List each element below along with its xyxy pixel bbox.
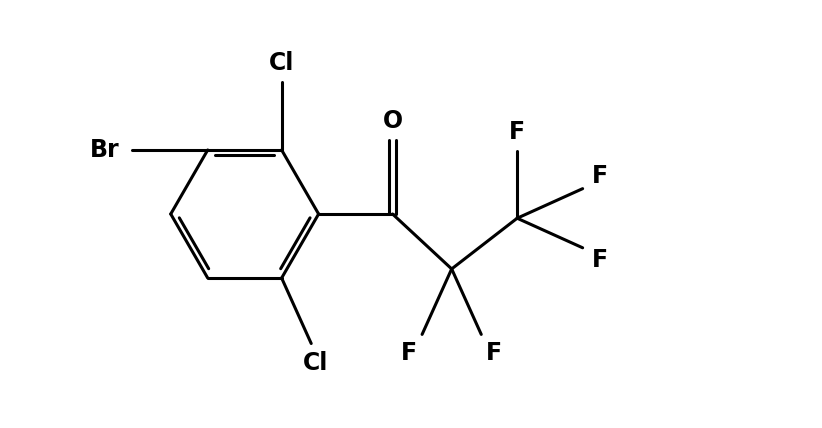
Text: Br: Br xyxy=(90,138,119,162)
Text: Cl: Cl xyxy=(302,351,328,374)
Text: F: F xyxy=(509,119,525,144)
Text: F: F xyxy=(592,164,607,188)
Text: F: F xyxy=(401,342,418,366)
Text: O: O xyxy=(382,109,403,133)
Text: F: F xyxy=(592,249,607,273)
Text: Cl: Cl xyxy=(269,51,294,75)
Text: F: F xyxy=(486,342,502,366)
